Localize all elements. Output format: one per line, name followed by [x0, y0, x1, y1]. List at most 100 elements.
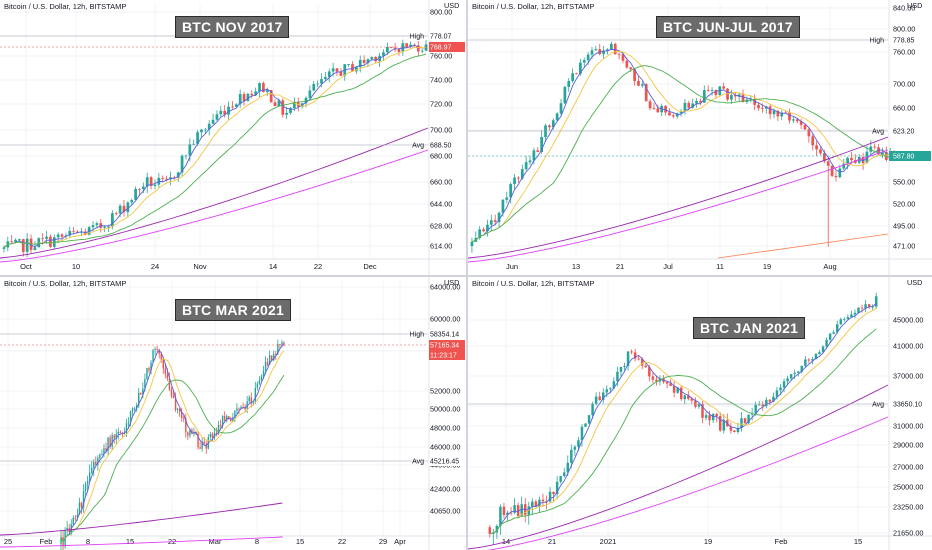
candle-body: [211, 434, 214, 438]
candle-body: [21, 239, 25, 252]
candle-body: [246, 401, 248, 410]
y-tick-label: 46000.00: [430, 443, 460, 452]
candle-body: [691, 103, 695, 108]
candle-body: [566, 462, 570, 473]
candle-body: [722, 420, 726, 431]
candle-body: [125, 423, 128, 434]
candle-body: [191, 429, 193, 434]
candle-body: [804, 359, 807, 366]
axis-unit: USD: [907, 1, 922, 10]
x-tick-label: 14: [269, 262, 277, 271]
candle-body: [548, 125, 551, 128]
candle-body: [633, 352, 637, 359]
candle-body: [613, 43, 617, 55]
y-tick-label: 29000.00: [893, 441, 923, 450]
candle-body: [230, 418, 232, 422]
candle-body: [814, 354, 818, 360]
candle-body: [29, 238, 33, 250]
candle-body: [242, 94, 246, 101]
candle-body: [795, 119, 799, 122]
avg-marker-tag: [429, 140, 465, 150]
high-marker-label: High: [410, 332, 425, 339]
candle-body: [710, 90, 714, 91]
candle-body: [254, 91, 258, 96]
x-tick-label: Feb: [40, 537, 53, 546]
high-marker-value: 58354.14: [430, 332, 459, 339]
candle-body: [488, 527, 492, 534]
candle-body: [74, 517, 77, 519]
candle-body: [881, 152, 884, 155]
chart-pane-btc-jan-2021[interactable]: 45000.0041000.0037000.0033000.0031000.00…: [468, 277, 932, 550]
candle-body: [644, 365, 648, 368]
ma-long-purple-line: [468, 136, 889, 259]
candle-body: [768, 399, 772, 402]
candle-body: [669, 383, 672, 386]
candle-body: [541, 499, 545, 502]
candle-body: [509, 184, 513, 198]
candle-body: [240, 406, 242, 409]
candle-body: [584, 423, 587, 427]
candle-body: [520, 504, 523, 516]
candle-body: [273, 102, 277, 107]
candle-body: [86, 481, 89, 484]
candle-body: [52, 237, 56, 247]
candle-body: [166, 374, 169, 379]
candle-body: [506, 512, 509, 515]
candle-body: [757, 404, 761, 406]
x-tick-label: Dec: [363, 262, 377, 271]
candle-body: [590, 50, 594, 55]
x-tick-label: 15: [854, 537, 862, 546]
candle-body: [221, 416, 224, 426]
candle-body: [699, 100, 702, 103]
ma-long-purple-line: [468, 384, 889, 550]
candle-body: [184, 155, 188, 157]
x-tick-label: 22: [338, 537, 346, 546]
chart-pane-btc-jun-jul-2017[interactable]: 840.00800.00760.00700.00660.00620.00585.…: [468, 0, 932, 275]
chart-pane-btc-nov-2017[interactable]: 800.00780.00760.00740.00720.00700.00680.…: [0, 0, 466, 275]
candle-body: [753, 98, 757, 105]
candle-body: [197, 433, 199, 448]
candle-body: [505, 197, 509, 200]
candle-body: [275, 354, 277, 355]
candle-body: [49, 236, 52, 247]
candle-body: [520, 169, 524, 179]
candle-body: [722, 86, 726, 89]
x-tick-label: 15: [296, 537, 304, 546]
candle-body: [594, 396, 598, 404]
candle-body: [811, 359, 814, 361]
ma-fast-line: [60, 343, 285, 543]
x-tick-label: 10: [72, 262, 80, 271]
chart-pane-btc-mar-2021[interactable]: 64000.0060000.0056000.0052000.0050000.00…: [0, 277, 466, 550]
avg-marker-label: Avg: [872, 402, 884, 409]
y-tick-label: 27000.00: [893, 463, 923, 472]
pane-divider-horizontal[interactable]: [0, 275, 932, 277]
candle-body: [586, 54, 590, 61]
candle-body: [800, 365, 804, 372]
candle-body: [679, 387, 683, 400]
candle-body: [154, 349, 156, 351]
candle-body: [90, 467, 93, 473]
candle-body: [273, 354, 275, 361]
candle-body: [648, 101, 652, 109]
x-tick-label: 11: [716, 262, 724, 271]
candle-body: [268, 355, 271, 365]
candle-body: [562, 472, 566, 477]
high-marker-value: 778.85: [893, 38, 915, 45]
last-price-marker-value: 587.80: [893, 154, 915, 161]
candle-body: [72, 517, 75, 525]
ma-mid-line: [3, 46, 427, 248]
y-tick-label: 840.00: [893, 4, 915, 13]
avg-marker-tag: [889, 126, 931, 136]
candle-body: [223, 110, 227, 115]
candle-body: [277, 100, 281, 107]
candle-body: [640, 84, 644, 86]
candle-body: [470, 241, 474, 246]
avg-marker-tag: [889, 399, 931, 409]
candle-body: [134, 188, 137, 200]
x-tick-label: 19: [763, 262, 771, 271]
candle-body: [72, 230, 76, 232]
candle-body: [782, 381, 786, 388]
candle-body: [172, 395, 175, 398]
candle-body: [694, 400, 697, 407]
candle-body: [10, 241, 14, 243]
